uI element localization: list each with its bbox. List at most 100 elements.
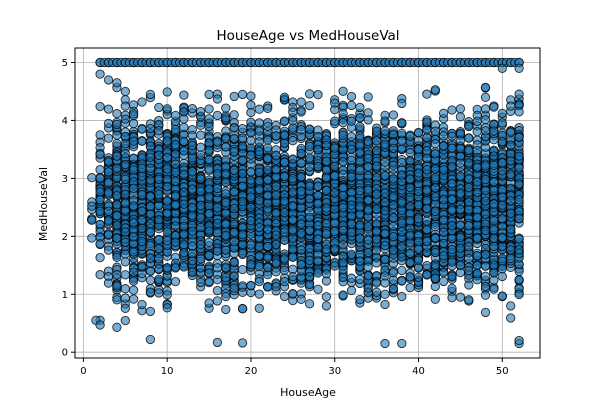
data-point — [455, 243, 466, 253]
data-point — [162, 87, 172, 97]
data-point — [447, 205, 457, 215]
data-point — [405, 215, 415, 226]
data-point — [455, 136, 466, 146]
y-tick-label: 3 — [62, 174, 68, 185]
data-point — [120, 270, 130, 280]
data-point — [246, 175, 256, 185]
data-point — [355, 185, 365, 196]
data-point — [246, 150, 256, 160]
data-point — [380, 206, 390, 216]
data-point — [170, 191, 181, 201]
data-point — [472, 116, 482, 127]
data-point — [480, 161, 491, 171]
data-point — [120, 303, 130, 313]
data-point — [313, 234, 323, 244]
data-point — [128, 232, 139, 242]
data-point — [489, 233, 499, 243]
data-point — [237, 155, 248, 166]
data-point — [103, 245, 114, 255]
data-point — [346, 200, 357, 210]
data-point — [413, 186, 424, 197]
data-point — [422, 89, 432, 99]
data-point — [380, 157, 390, 167]
data-point — [430, 126, 440, 136]
data-point — [95, 206, 105, 216]
data-point — [221, 291, 231, 302]
data-point — [371, 146, 382, 156]
data-point — [296, 228, 306, 238]
data-point — [246, 259, 256, 270]
data-point — [363, 222, 373, 232]
data-point — [279, 116, 290, 126]
data-point — [246, 167, 256, 177]
data-point — [330, 244, 340, 254]
data-point — [413, 272, 424, 282]
data-point — [405, 174, 415, 184]
data-point — [447, 233, 457, 244]
data-point — [204, 192, 214, 202]
data-point — [430, 260, 440, 270]
data-point — [95, 239, 105, 249]
data-point — [229, 146, 239, 157]
data-point — [388, 191, 399, 201]
data-point — [145, 163, 156, 173]
data-point — [497, 118, 507, 128]
data-point — [120, 198, 130, 208]
data-point — [472, 260, 482, 271]
data-point — [212, 183, 223, 194]
data-point — [304, 272, 315, 282]
data-point — [506, 208, 516, 218]
data-point — [145, 219, 156, 229]
data-point — [271, 239, 281, 250]
data-point — [304, 141, 315, 152]
data-point — [338, 202, 348, 213]
data-point — [489, 268, 499, 278]
data-point — [380, 338, 390, 349]
data-point — [145, 287, 156, 297]
data-point — [229, 271, 239, 281]
data-point — [179, 248, 189, 258]
data-point — [170, 167, 181, 178]
data-point — [237, 338, 248, 348]
data-point — [380, 126, 390, 136]
data-point — [221, 208, 231, 218]
data-point — [145, 266, 156, 276]
data-point — [179, 136, 189, 147]
data-point — [380, 240, 390, 251]
data-point — [363, 271, 373, 281]
data-point — [162, 182, 172, 192]
data-point — [263, 165, 273, 175]
data-point — [296, 259, 306, 270]
data-point — [112, 190, 122, 201]
data-point — [480, 209, 491, 219]
data-point — [480, 271, 491, 281]
data-point — [506, 313, 516, 323]
data-point — [338, 258, 348, 268]
data-point — [103, 229, 114, 240]
data-point — [95, 270, 105, 280]
data-point — [464, 145, 474, 156]
data-point — [263, 190, 273, 201]
data-point — [137, 124, 147, 134]
data-point — [480, 115, 491, 125]
data-point — [380, 139, 390, 149]
data-point — [187, 226, 197, 236]
data-point — [187, 203, 197, 213]
data-point — [413, 127, 424, 138]
data-point — [179, 122, 189, 133]
data-point — [506, 253, 516, 264]
data-point — [263, 282, 273, 292]
data-point — [455, 292, 466, 302]
data-point — [162, 136, 172, 146]
data-point — [397, 252, 407, 262]
data-point — [112, 252, 122, 262]
data-point — [179, 169, 189, 180]
data-point — [237, 197, 248, 207]
data-point — [170, 159, 181, 169]
data-point — [388, 143, 399, 154]
data-point — [422, 145, 432, 156]
data-point — [447, 293, 457, 303]
data-point — [388, 231, 399, 242]
data-point — [413, 244, 424, 254]
data-point — [455, 260, 466, 270]
